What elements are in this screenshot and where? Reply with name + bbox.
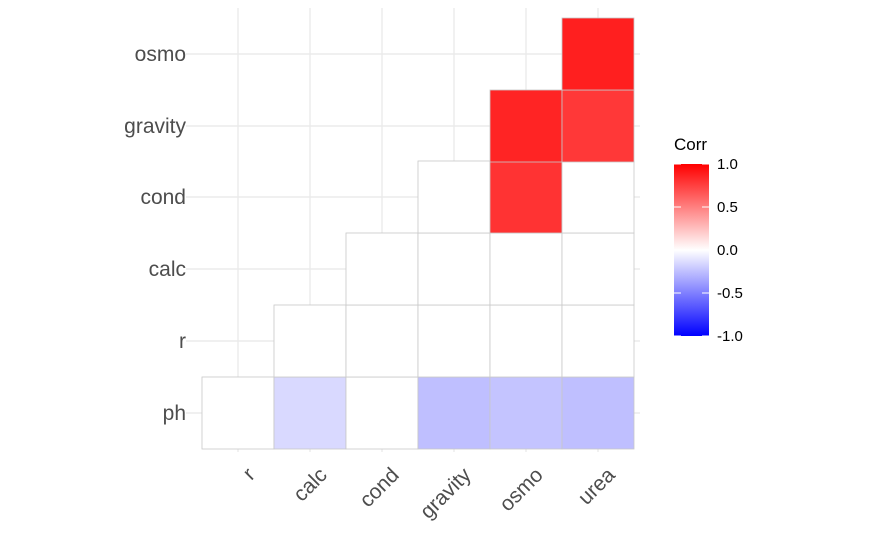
y-tick-label-ph: ph (163, 402, 186, 425)
legend-tick-label: 0.5 (717, 199, 738, 216)
y-tick-label-gravity: gravity (124, 115, 186, 138)
legend-tick-label: -0.5 (717, 285, 743, 302)
legend-ticks: 1.0 0.5 0.0 -0.5 -1.0 (674, 156, 743, 345)
tile-gravity-cond (417, 160, 491, 234)
x-tick-label-gravity: gravity (416, 463, 476, 523)
tile-urea-gravity (561, 89, 635, 163)
tile-gravity-calc (417, 232, 491, 306)
legend: Corr 1.0 0.5 0.0 -0.5 -1.0 (674, 135, 743, 345)
y-tick-label-r: r (179, 330, 186, 353)
legend-tick-label: -1.0 (717, 328, 743, 345)
tile-urea-r (561, 304, 635, 378)
tile-cond-r (345, 304, 419, 378)
tile-cond-ph (345, 376, 419, 450)
x-tick-label-r: r (239, 463, 260, 484)
tile-calc-r (273, 304, 347, 378)
tile-osmo-gravity (489, 89, 563, 163)
y-tick-label-calc: calc (149, 258, 186, 281)
x-tick-label-cond: cond (355, 463, 403, 511)
legend-tick-label: 1.0 (717, 156, 738, 173)
tile-urea-osmo (561, 17, 635, 91)
tile-r-ph (201, 376, 275, 450)
x-tick-label-osmo: osmo (495, 463, 548, 516)
tile-urea-calc (561, 232, 635, 306)
tile-gravity-r (417, 304, 491, 378)
tile-osmo-ph (489, 376, 563, 450)
heatmap-tiles (201, 17, 635, 450)
tile-osmo-r (489, 304, 563, 378)
legend-tick-label: 0.0 (717, 242, 738, 259)
tile-gravity-ph (417, 376, 491, 450)
tile-cond-calc (345, 232, 419, 306)
tile-calc-ph (273, 376, 347, 450)
legend-title: Corr (674, 135, 707, 154)
x-tick-label-calc: calc (289, 463, 332, 506)
tile-urea-cond (561, 160, 635, 234)
tile-osmo-calc (489, 232, 563, 306)
x-tick-label-urea: urea (574, 463, 620, 509)
y-axis-tick-labels: ph r calc cond gravity osmo (124, 43, 186, 425)
y-tick-label-osmo: osmo (135, 43, 186, 66)
tile-urea-ph (561, 376, 635, 450)
x-axis-tick-labels: r calc cond gravity osmo urea (239, 463, 620, 523)
tile-osmo-cond (489, 160, 563, 234)
y-tick-label-cond: cond (140, 186, 186, 209)
